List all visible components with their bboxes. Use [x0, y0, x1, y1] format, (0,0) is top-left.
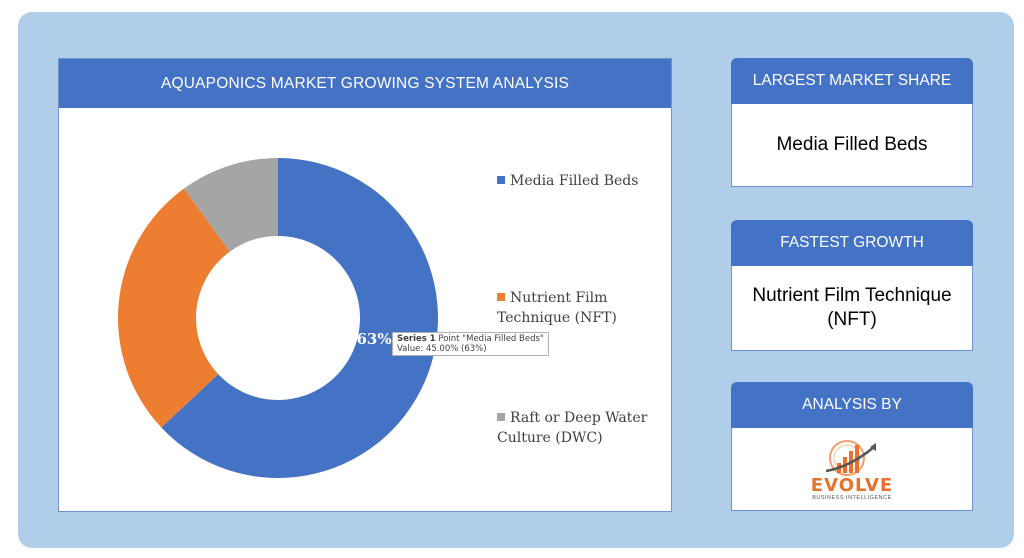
donut-slice-1	[161, 158, 438, 478]
data-label: 63%	[356, 330, 391, 348]
chart-tooltip: Series 1 Point "Media Filled Beds" Value…	[392, 332, 549, 356]
largest-share-card: LARGEST MARKET SHARE Media Filled Beds	[731, 58, 973, 187]
legend-label: Raft or Deep Water	[510, 410, 648, 426]
growth-chart-icon	[825, 439, 876, 476]
evolve-logo: EVOLVE BUSINESS INTELLIGENCE	[811, 437, 893, 502]
tooltip-series: Series 1	[397, 334, 436, 344]
chart-panel: AQUAPONICS MARKET GROWING SYSTEM ANALYSI…	[58, 58, 672, 512]
legend-label: Technique (NFT)	[497, 310, 617, 326]
tooltip-point: Point "Media Filled Beds"	[435, 334, 544, 344]
legend-label: Nutrient Film	[510, 290, 608, 306]
donut-slice-2	[118, 188, 230, 428]
evolve-brand: EVOLVE	[810, 474, 894, 496]
fastest-growth-value-line1: Nutrient Film Technique	[752, 285, 952, 306]
donut-slice-3	[183, 158, 278, 252]
legend-swatch-orange	[497, 293, 505, 301]
legend-item-dwc: Raft or Deep Water Culture (DWC)	[497, 408, 647, 448]
tooltip-value: Value: 45.00% (63%)	[397, 344, 487, 354]
legend-swatch-gray	[497, 413, 505, 421]
donut-chart: 63%	[118, 158, 438, 478]
fastest-growth-title: FASTEST GROWTH	[731, 220, 973, 266]
analysis-by-body: EVOLVE BUSINESS INTELLIGENCE	[731, 428, 973, 511]
largest-share-title: LARGEST MARKET SHARE	[731, 58, 973, 104]
fastest-growth-card: FASTEST GROWTH Nutrient Film Technique (…	[731, 220, 973, 351]
legend-item-media-filled-beds: Media Filled Beds	[497, 171, 638, 191]
legend-item-nft: Nutrient Film Technique (NFT)	[497, 288, 617, 328]
legend-label: Media Filled Beds	[510, 173, 639, 189]
fastest-growth-value-line2: (NFT)	[827, 309, 877, 330]
largest-share-value: Media Filled Beds	[731, 104, 973, 187]
legend-label: Culture (DWC)	[497, 430, 603, 446]
fastest-growth-value: Nutrient Film Technique (NFT)	[731, 266, 973, 351]
evolve-brand-sub: BUSINESS INTELLIGENCE	[812, 494, 892, 501]
chart-panel-title: AQUAPONICS MARKET GROWING SYSTEM ANALYSI…	[59, 59, 671, 108]
legend-swatch-blue	[497, 176, 505, 184]
analysis-by-card: ANALYSIS BY EVOLVE BUSINESS INTELLIGENCE	[731, 382, 973, 511]
analysis-by-title: ANALYSIS BY	[731, 382, 973, 428]
